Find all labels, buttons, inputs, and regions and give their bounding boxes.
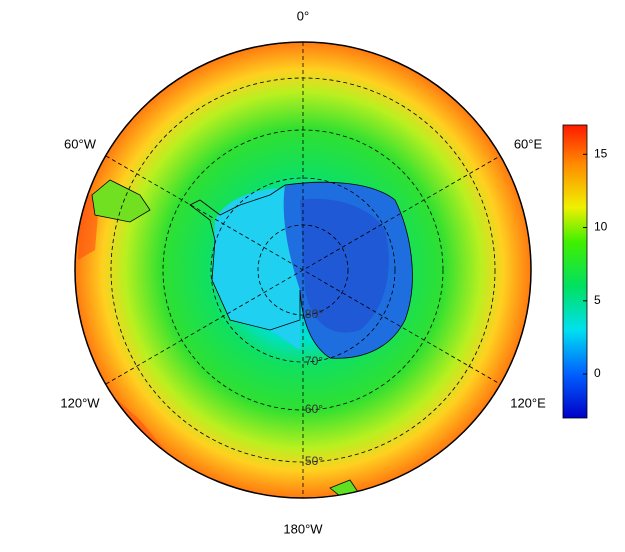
latitude-label: 70° [305,354,323,368]
latitude-label: 50° [305,454,323,468]
longitude-label: 0° [297,8,309,23]
colorbar-tick-label: 0 [594,366,601,380]
longitude-label: 120°W [60,395,100,410]
latitude-label: 80° [305,307,323,321]
longitude-label: 60°W [64,136,97,151]
colorbar-tick-label: 15 [594,146,608,160]
map-field [75,42,531,498]
colorbar-tick-label: 5 [594,293,601,307]
latitude-label: 60° [305,402,323,416]
map-border [74,41,532,499]
longitude-label: 180°W [283,521,323,536]
longitude-label: 120°E [510,395,546,410]
colorbar-tick-label: 10 [594,220,608,234]
colorbar [562,124,588,419]
longitude-label: 60°E [514,136,543,151]
